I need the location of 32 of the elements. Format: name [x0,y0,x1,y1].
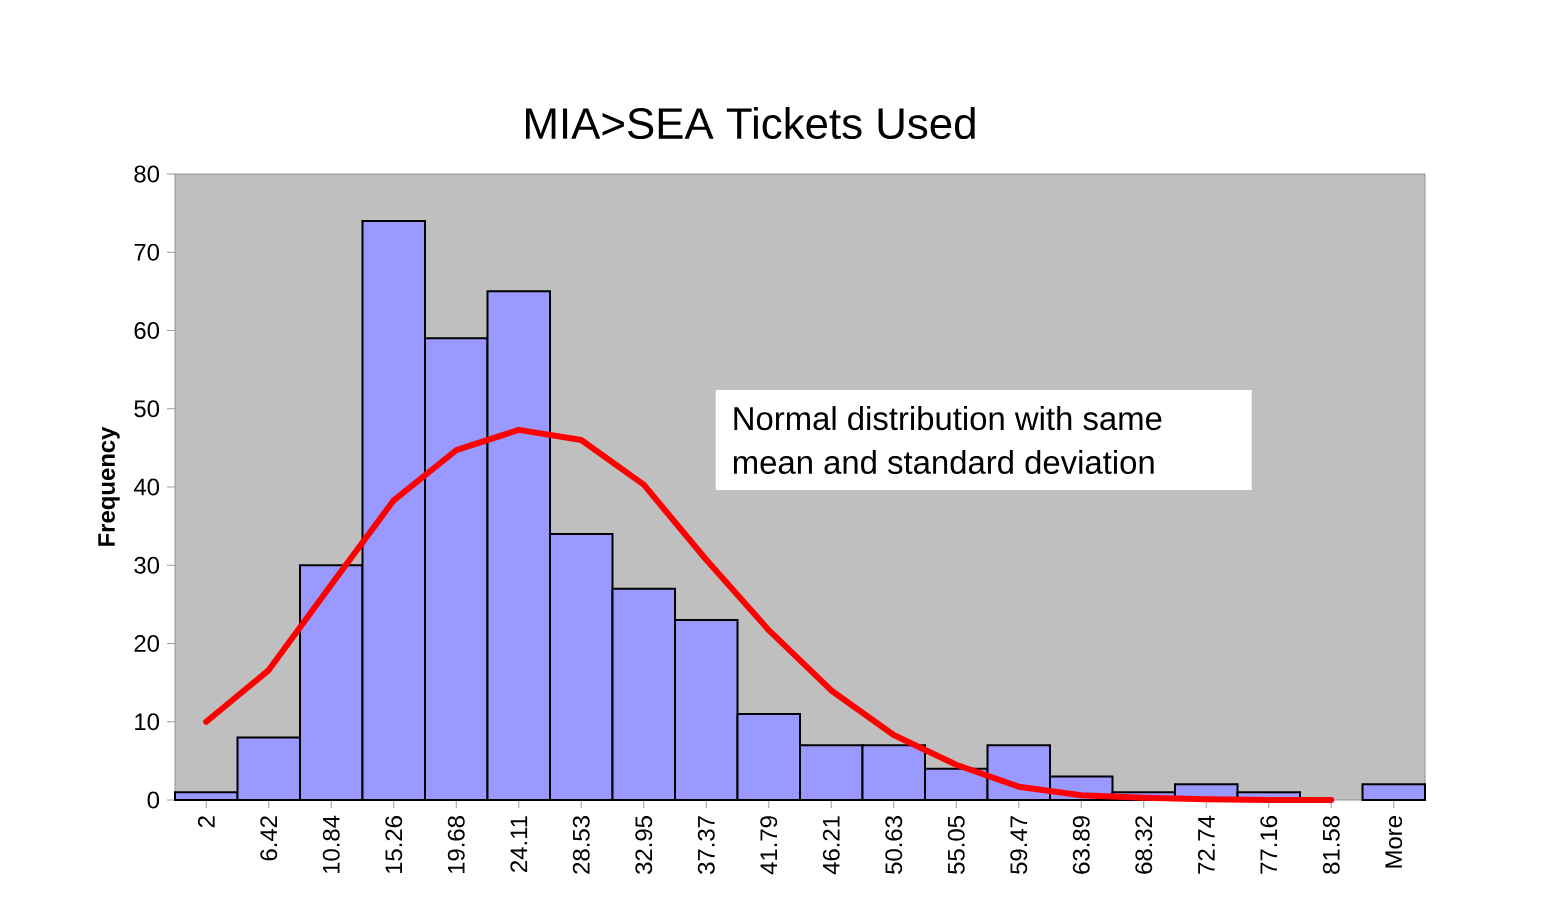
x-tick-label: 55.05 [947,816,965,874]
y-tick-label: 40 [133,478,160,496]
x-tick-label: 81.58 [1322,816,1340,874]
chart-title: MIA>SEA Tickets Used [526,106,975,140]
y-tick-label: 30 [134,556,160,574]
x-tick-label: 50.63 [885,816,903,874]
x-tick-label: 6.42 [260,816,278,861]
x-tick-label: 15.26 [385,816,403,874]
y-tick-label: 60 [134,322,160,339]
x-tick-label: 46.21 [822,816,840,875]
x-tick-label: 28.53 [572,816,590,874]
x-tick-label: 59.47 [1010,816,1028,874]
x-tick-label: 2 [197,816,215,828]
annotation: Normal distribution with same mean and standard deviation [733,406,1162,475]
x-tick-label: 68.32 [1135,816,1153,874]
y-tick-label: 50 [134,400,160,418]
x-tick-label: 37.37 [697,816,715,874]
x-tick-label: 77.16 [1260,816,1278,874]
x-tick-label: 41.79 [760,816,778,875]
x-tick-label: 32.95 [635,816,653,874]
y-tick-label: 10 [135,713,160,731]
x-tick-label: 63.89 [1072,816,1090,874]
x-tick-label: 24.11 [510,816,528,872]
y-tick-label: 80 [134,165,160,183]
y-tick-label: 0 [147,791,160,809]
x-tick-label: More [1385,816,1403,868]
y-axis-title: Frequency [98,426,120,546]
x-tick-label: 72.74 [1197,815,1215,874]
y-tick-label: 70 [134,243,160,261]
y-tick-label: 20 [134,635,160,652]
x-tick-label: 19.68 [447,816,465,874]
x-tick-label: 10.84 [322,815,340,874]
